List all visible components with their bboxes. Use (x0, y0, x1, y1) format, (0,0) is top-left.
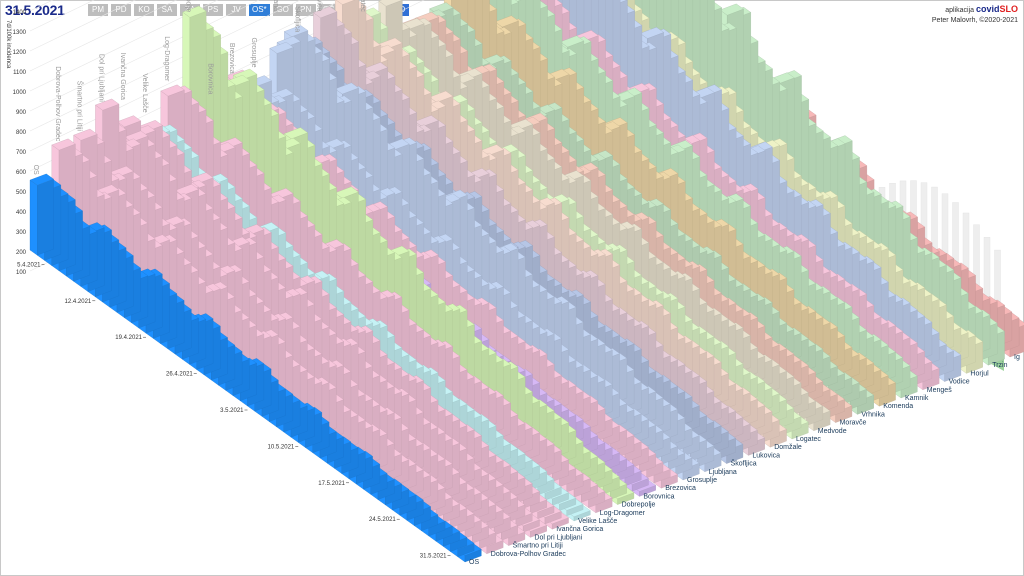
bar (29, 179, 38, 256)
region-button-7[interactable]: OS* (249, 4, 270, 16)
date-title: 31.5.2021 (5, 2, 65, 18)
municipality-label: Domžale (774, 444, 802, 451)
date-tick-label: 31.5.2021 (420, 554, 447, 560)
municipality-label: OS (469, 559, 479, 566)
municipality-label: Dobrepolje (622, 502, 656, 509)
municipality-label: Logatec (796, 436, 821, 443)
municipality-label: Trzin (992, 362, 1007, 369)
municipality-back-label: Grosuplje (250, 38, 257, 68)
bar-side (37, 178, 54, 256)
municipality-label: Horjul (970, 370, 989, 377)
municipality-label: Škofljica (731, 459, 757, 468)
y-tick-label: 1000 (13, 90, 27, 96)
municipality-back-label: Logatec (359, 0, 366, 12)
y-tick-label: 1200 (13, 50, 27, 56)
municipality-label: Komenda (883, 403, 913, 410)
municipality-label: Šmartno pri Litiji (513, 541, 564, 550)
date-tick-label: 24.5.2021 (369, 517, 396, 523)
y-gridline (29, 0, 343, 152)
bar-top (639, 27, 665, 39)
municipality-label: Medvode (818, 428, 847, 435)
y-gridline (29, 0, 260, 112)
date-tick-label: 26.4.2021 (166, 372, 193, 378)
region-button-6[interactable]: JV (226, 4, 246, 16)
municipality-back-label: Log-Dragomer (163, 36, 170, 82)
region-button-0[interactable]: PM (88, 4, 108, 16)
date-tick-label: 10.5.2021 (268, 444, 295, 450)
municipality-label: Kamnik (905, 395, 929, 402)
author-credit: Peter Malovrh, ©2020-2021 (931, 17, 1018, 24)
y-tick-label: 500 (16, 190, 27, 196)
y-tick-label: 100 (16, 270, 27, 276)
bar-top (494, 15, 519, 28)
municipality-back-label: Dol pri Ljubljani (97, 54, 104, 102)
municipality-label: Moravče (840, 420, 867, 427)
municipality-back-label: Velike Lašče (141, 73, 148, 112)
municipality-label: Borovnica (643, 493, 674, 500)
bar-top (559, 35, 585, 48)
y-tick-label: 200 (16, 250, 27, 256)
municipality-label: Vodice (949, 379, 970, 386)
region-button-1[interactable]: PD (111, 4, 131, 16)
y-tick-label: 300 (16, 230, 27, 236)
y-tick-label: 700 (16, 150, 27, 156)
region-button-5[interactable]: PS (203, 4, 223, 16)
municipality-label: Vrhnika (861, 411, 885, 418)
municipality-label: Grosuplje (687, 477, 717, 484)
y-tick-label: 1400 (13, 10, 27, 16)
municipality-label: Ig (1014, 354, 1020, 361)
bar-top (719, 3, 744, 16)
municipality-back-label: Brezovica (228, 43, 235, 74)
municipality-label: Ljubljana (709, 469, 737, 476)
bars (29, 0, 1024, 563)
y-tick-label: 1300 (13, 30, 27, 36)
brand-name-a: covid (975, 4, 1000, 14)
brand-name-b: SLO (999, 4, 1018, 14)
y-gridline (29, 0, 178, 72)
municipality-label: Velike Lašče (578, 518, 617, 525)
municipality-label: Log-Dragomer (600, 510, 646, 517)
municipality-back-label: OS (32, 165, 39, 175)
municipality-back-label: Lukovica (315, 0, 322, 11)
municipality-label: Dobrova-Polhov Gradec (491, 551, 567, 558)
credits: aplikacija covidSLO Peter Malovrh, ©2020… (932, 4, 1018, 26)
y-tick-label: 900 (16, 110, 27, 116)
region-button-8[interactable]: GO (272, 4, 293, 16)
region-button-9[interactable]: PN (295, 4, 316, 16)
municipality-back-label: Dobrova-Polhov Gradec (54, 66, 61, 142)
municipality-label: Lukovica (752, 452, 780, 459)
municipality-back-label: Ljubljana (272, 0, 279, 11)
municipality-label: Brezovica (665, 485, 696, 492)
date-tick-label: 19.4.2021 (115, 335, 142, 341)
municipality-label: Mengeš (927, 387, 952, 394)
date-tick-label: 17.5.2021 (318, 481, 345, 487)
credit-prefix: aplikacija (945, 7, 975, 14)
y-gridline (29, 0, 301, 132)
y-tick-label: 800 (16, 130, 27, 136)
municipality-label: Dol pri Ljubljani (534, 534, 582, 541)
date-tick-label: 3.5.2021 (220, 408, 244, 414)
date-tick-label: 12.4.2021 (65, 299, 92, 305)
y-gridline (29, 0, 136, 52)
municipality-label: Ivančna Gorica (556, 526, 603, 533)
y-axis-label: 7d/100k incidenca (5, 20, 11, 69)
municipality-back-label: Škofljica (294, 6, 303, 32)
y-tick-label: 600 (16, 170, 27, 176)
y-tick-label: 1100 (13, 70, 27, 76)
date-tick-label: 5.4.2021 (17, 262, 41, 268)
y-tick-label: 400 (16, 210, 27, 216)
municipality-back-label: Borovnica (206, 63, 213, 94)
municipality-back-label: Šmartno pri Litiji (76, 81, 85, 132)
municipality-back-label: Dobrepolje (185, 0, 192, 12)
municipality-back-label: Ivančna Gorica (119, 53, 126, 100)
y-gridline (29, 0, 219, 92)
